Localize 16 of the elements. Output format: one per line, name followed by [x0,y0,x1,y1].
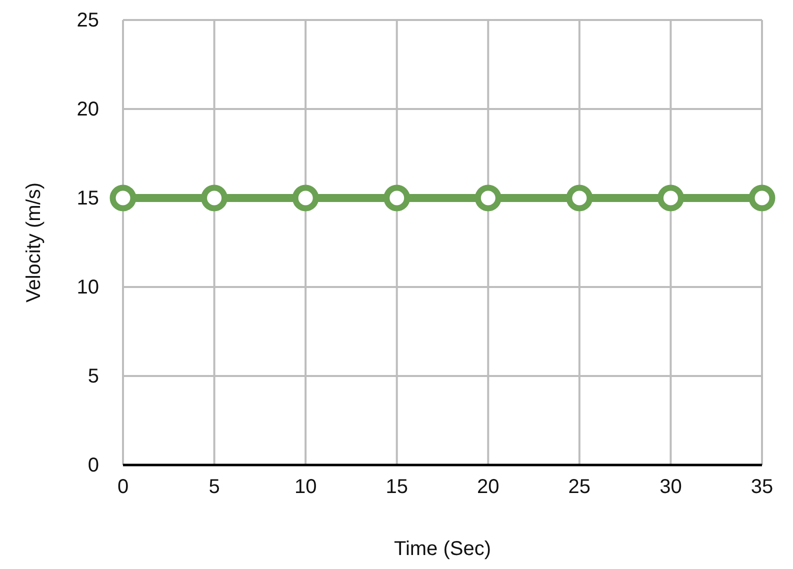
y-tick-label: 20 [76,98,99,120]
x-tick-label: 0 [117,476,129,498]
y-tick-label: 5 [88,365,99,388]
x-tick-label: 15 [386,476,408,498]
y-tick-label: 25 [76,9,99,32]
x-tick-label: 5 [208,476,220,498]
y-axis-title: Velocity (m/s) [23,182,45,303]
y-tick-label: 0 [88,454,99,476]
x-tick-label: 10 [294,476,317,498]
y-tick-label: 10 [76,276,99,298]
x-axis-title: Time (Sec) [394,538,492,560]
x-tick-label: 30 [660,476,682,498]
x-tick-label: 25 [568,476,591,498]
x-tick-label: 35 [750,476,774,498]
x-tick-label: 20 [477,476,500,498]
y-tick-label: 15 [76,187,99,210]
